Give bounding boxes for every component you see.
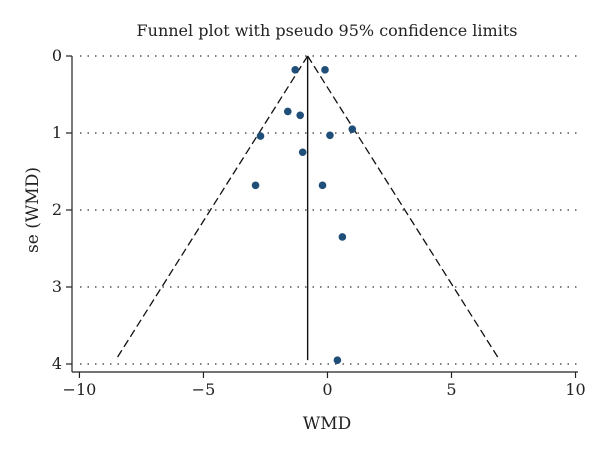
data-points — [251, 66, 357, 364]
data-point-1 — [291, 66, 300, 74]
y-tick-label-0: 0 — [52, 46, 62, 65]
y-tick-label-3: 3 — [52, 277, 62, 296]
y-tick-label-4: 4 — [52, 354, 62, 373]
funnel-lines — [115, 55, 501, 361]
data-point-10 — [318, 181, 327, 190]
x-axis-label: WMD — [303, 414, 352, 434]
x-tick-label-10: 10 — [565, 380, 585, 399]
y-tick-label-2: 2 — [52, 200, 62, 219]
data-point-7 — [326, 131, 334, 140]
data-point-11 — [338, 233, 347, 241]
data-point-8 — [298, 148, 307, 157]
y-axis-label: se (WMD) — [23, 167, 43, 253]
chart-title: Funnel plot with pseudo 95% confidence l… — [137, 21, 518, 40]
axes: 0 1 2 3 4−10 −5 0 5 10 — [52, 46, 586, 399]
x-tick-label--5: −5 — [192, 380, 216, 399]
x-tick-label-5: 5 — [446, 380, 456, 399]
data-point-5 — [348, 125, 357, 133]
data-point-2 — [321, 66, 329, 74]
data-point-4 — [296, 111, 304, 120]
x-tick-label--10: −10 — [63, 380, 97, 399]
lower-ci-line — [115, 55, 309, 361]
grid — [80, 55, 578, 365]
upper-ci-line — [307, 55, 501, 361]
data-point-6 — [256, 132, 265, 140]
data-point-9 — [251, 181, 260, 190]
data-point-3 — [283, 107, 292, 116]
x-tick-label-0: 0 — [322, 380, 332, 399]
data-point-12 — [333, 356, 342, 364]
y-tick-label-1: 1 — [52, 123, 62, 142]
